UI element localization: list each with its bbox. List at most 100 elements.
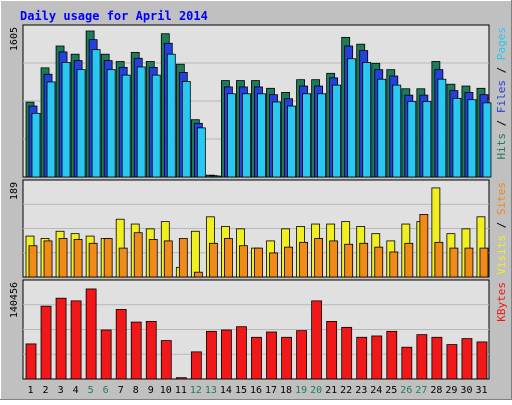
legend-entry-kbytes: KBytes [495,282,508,322]
bar-sites-day-7 [118,247,128,278]
legend-separator: / [495,215,508,235]
bar-pages-day-20 [317,93,327,178]
bar-kbytes-day-5 [85,288,97,380]
bar-kbytes-day-9 [145,320,157,380]
x-tick-label-day-9: 9 [148,385,154,396]
bar-sites-day-30 [464,247,474,278]
bar-sites-day-10 [163,240,173,278]
bar-pages-day-21 [332,84,342,178]
bar-sites-day-21 [329,240,339,278]
bar-pages-day-19 [302,93,311,178]
bar-sites-day-20 [314,238,324,278]
legend-kbytes: KBytes [495,282,508,322]
bar-kbytes-day-21 [326,320,338,380]
bar-kbytes-day-24 [371,335,383,380]
bar-kbytes-day-1 [25,343,37,380]
bar-kbytes-day-13 [205,330,217,380]
bar-sites-day-23 [359,242,369,278]
x-tick-label-day-29: 29 [445,385,457,396]
chart-panels: 1605 189 140456 [9,24,492,380]
x-tick-label-day-12: 12 [190,385,202,396]
bar-kbytes-day-22 [341,326,353,380]
bar-sites-day-2 [43,240,53,278]
bar-sites-day-29 [449,247,459,278]
bar-kbytes-day-7 [115,309,127,380]
x-tick-label-day-10: 10 [160,385,172,396]
bar-sites-day-17 [269,252,278,278]
bar-pages-day-24 [377,78,387,178]
bar-sites-day-25 [389,251,399,278]
bar-pages-day-18 [287,105,296,178]
bar-sites-day-5 [88,242,98,278]
bar-pages-day-17 [272,101,281,178]
bar-kbytes-day-14 [221,329,232,380]
panel-hits-files-pages: 1605 [9,24,492,178]
bar-pages-day-7 [121,74,131,178]
x-axis: 1 2 3 4 5 6 7 8 9 10 11 12 13 14 15 16 17 18 19 20 21 22 23 24 2… [28,385,488,396]
legend-entry-hits: Hits [495,133,508,160]
bar-pages-day-12 [196,127,206,178]
bar-pages-day-11 [181,81,191,178]
bar-sites-day-12 [193,271,203,278]
bar-kbytes-day-6 [100,329,112,380]
legend-entry-pages: Pages [495,27,508,60]
bar-pages-day-10 [166,53,176,178]
bar-pages-day-23 [362,61,372,178]
bar-pages-day-2 [46,81,56,178]
bar-kbytes-day-12 [190,351,202,380]
bar-sites-day-8 [133,232,143,278]
bar-kbytes-day-11 [175,377,187,380]
bar-sites-day-19 [299,241,308,278]
bar-sites-day-11 [178,238,188,278]
bar-sites-day-16 [254,247,263,278]
x-tick-label-day-11: 11 [175,385,187,396]
x-tick-label-day-30: 30 [460,385,472,396]
x-tick-label-day-14: 14 [220,385,232,396]
bar-pages-day-6 [106,69,116,178]
bar-kbytes-day-3 [55,297,67,380]
bar-pages-day-5 [91,49,101,178]
x-tick-label-day-25: 25 [385,385,397,396]
bar-kbytes-day-28 [431,336,443,380]
bar-kbytes-day-17 [266,331,277,380]
y-max-label: 140456 [9,282,20,318]
bar-pages-day-4 [76,69,86,178]
bar-sites-day-14 [224,238,233,278]
bar-sites-day-27 [419,214,429,278]
legends: Hits / Files / Pages Visits / Sites KBytes [495,27,508,322]
bar-sites-day-31 [479,247,489,278]
x-tick-label-day-23: 23 [355,385,367,396]
bar-sites-day-28 [434,241,444,278]
bar-pages-day-28 [437,78,447,178]
x-tick-label-day-27: 27 [415,385,427,396]
legend-hits-files-pages: Hits / Files / Pages [495,27,508,160]
bar-sites-day-4 [73,239,83,278]
bar-pages-day-27 [422,101,432,178]
x-tick-label-day-31: 31 [475,385,487,396]
bar-sites-day-26 [404,242,414,278]
x-tick-label-day-24: 24 [370,385,382,396]
bar-pages-day-26 [407,101,417,178]
bar-sites-day-13 [208,242,218,278]
x-tick-label-day-19: 19 [295,385,307,396]
bar-pages-day-3 [61,61,71,178]
bar-kbytes-day-19 [296,330,307,380]
bar-kbytes-day-16 [251,336,262,380]
bar-kbytes-day-31 [476,341,488,380]
bar-sites-day-6 [103,238,113,278]
bar-kbytes-day-2 [40,305,52,380]
bar-pages-day-31 [482,102,492,178]
bar-sites-day-24 [374,246,384,278]
x-tick-label-day-3: 3 [58,385,64,396]
bar-kbytes-day-23 [356,336,368,380]
bar-sites-day-15 [239,245,248,278]
bar-sites-day-18 [284,246,293,278]
bar-sites-day-9 [148,239,158,278]
y-max-label: 189 [9,182,20,200]
bar-pages-day-29 [452,97,462,178]
x-tick-label-day-16: 16 [250,385,262,396]
legend-entry-visits: Visits [495,235,508,275]
x-tick-label-day-8: 8 [133,385,139,396]
x-tick-label-day-13: 13 [205,385,217,396]
bar-kbytes-day-25 [386,330,398,380]
